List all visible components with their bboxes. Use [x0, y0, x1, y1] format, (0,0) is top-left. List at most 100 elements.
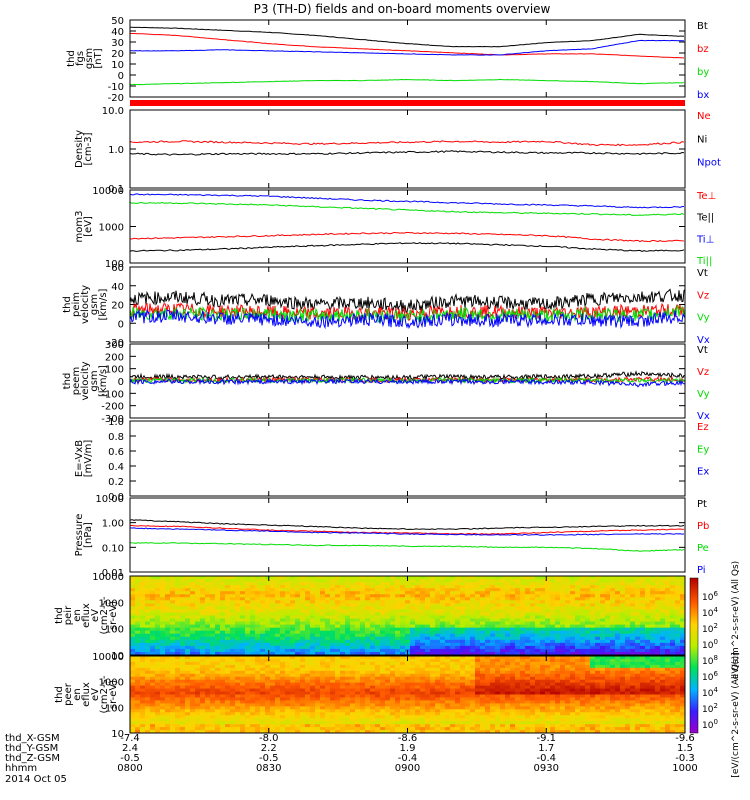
spectrogram-cell [550, 651, 556, 656]
spectrogram-cell [400, 606, 406, 610]
spectrogram-cell [490, 636, 496, 641]
spectrogram-cell [215, 667, 221, 672]
spectrogram-cell [330, 633, 336, 638]
spectrogram-cell [310, 600, 316, 604]
spectrogram-cell [395, 597, 401, 601]
spectrogram-cell [300, 639, 306, 644]
spectrogram-cell [425, 585, 431, 589]
spectrogram-cell [150, 648, 156, 653]
spectrogram-cell [420, 621, 426, 626]
spectrogram-cell [430, 706, 436, 710]
spectrogram-cell [625, 582, 631, 586]
spectrogram-cell [235, 627, 241, 632]
spectrogram-cell [510, 585, 516, 589]
spectrogram-cell [395, 594, 401, 598]
spectrogram-cell [295, 656, 301, 660]
spectrogram-cell [450, 664, 456, 669]
spectrogram-cell [265, 691, 271, 695]
spectrogram-cell [560, 579, 566, 583]
spectrogram-cell [315, 658, 321, 663]
spectrogram-cell [370, 585, 376, 589]
spectrogram-cell [435, 597, 441, 601]
spectrogram-cell [620, 639, 626, 644]
spectrogram-cell [335, 591, 341, 595]
spectrogram-cell [325, 609, 331, 613]
spectrogram-cell [400, 724, 406, 728]
spectrogram-cell [225, 706, 231, 710]
spectrogram-cell [285, 648, 291, 653]
spectrogram-cell [310, 639, 316, 644]
spectrogram-cell [495, 615, 501, 619]
spectrogram-cell [290, 591, 296, 595]
spectrogram-cell [325, 706, 331, 710]
spectrogram-cell [270, 627, 276, 632]
spectrogram-cell [360, 712, 366, 716]
spectrogram-cell [145, 658, 151, 663]
spectrogram-cell [285, 579, 291, 583]
spectrogram-cell [405, 697, 411, 701]
spectrogram-cell [345, 591, 351, 595]
spectrogram-cell [180, 651, 186, 656]
spectrogram-cell [450, 627, 456, 632]
spectrogram-cell [330, 676, 336, 681]
spectrogram-cell [280, 579, 286, 583]
spectrogram-cell [515, 600, 521, 604]
spectrogram-cell [620, 588, 626, 592]
spectrogram-cell [610, 633, 616, 638]
spectrogram-cell [190, 706, 196, 710]
spectrogram-cell [465, 576, 471, 580]
spectrogram-cell [625, 603, 631, 607]
spectrogram-cell [565, 624, 571, 629]
spectrogram-cell [470, 633, 476, 638]
spectrogram-cell [305, 603, 311, 607]
spectrogram-cell [320, 718, 326, 722]
spectrogram-cell [315, 597, 321, 601]
spectrogram-cell [180, 721, 186, 725]
spectrogram-cell [530, 588, 536, 592]
spectrogram-cell [150, 609, 156, 613]
spectrogram-cell [315, 727, 321, 731]
spectrogram-cell [140, 685, 146, 689]
spectrogram-cell [325, 730, 331, 734]
spectrogram-cell [395, 591, 401, 595]
spectrogram-cell [330, 636, 336, 641]
spectrogram-cell [675, 630, 681, 635]
spectrogram-cell [580, 594, 586, 598]
spectrogram-cell [580, 639, 586, 644]
spectrogram-cell [135, 721, 141, 725]
spectrogram-cell [225, 633, 231, 638]
spectrogram-cell [640, 597, 646, 601]
spectrogram-cell [235, 618, 241, 622]
spectrogram-cell [640, 600, 646, 604]
spectrogram-cell [505, 627, 511, 632]
spectrogram-cell [310, 597, 316, 601]
spectrogram-cell [280, 648, 286, 653]
spectrogram-cell [430, 709, 436, 713]
spectrogram-cell [240, 585, 246, 589]
spectrogram-cell [565, 597, 571, 601]
spectrogram-cell [210, 721, 216, 725]
spectrogram-cell [205, 588, 211, 592]
spectrogram-cell [275, 615, 281, 619]
spectrogram-cell [420, 658, 426, 663]
spectrogram-cell [570, 579, 576, 583]
spectrogram-cell [380, 648, 386, 653]
spectrogram-cell [680, 630, 686, 635]
spectrogram-cell [670, 618, 676, 622]
spectrogram-cell [660, 603, 666, 607]
spectrogram-cell [600, 642, 606, 647]
spectrogram-cell [265, 636, 271, 641]
spectrogram-cell [605, 624, 611, 629]
spectrogram-cell [260, 606, 266, 610]
spectrogram-cell [600, 627, 606, 632]
spectrogram-cell [590, 633, 596, 638]
spectrogram-cell [410, 576, 416, 580]
spectrogram-cell [230, 670, 236, 675]
spectrogram-cell [595, 627, 601, 632]
spectrogram-cell [630, 651, 636, 656]
spectrogram-cell [470, 667, 476, 672]
spectrogram-cell [185, 576, 191, 580]
spectrogram-cell [460, 591, 466, 595]
spectrogram-cell [210, 727, 216, 731]
